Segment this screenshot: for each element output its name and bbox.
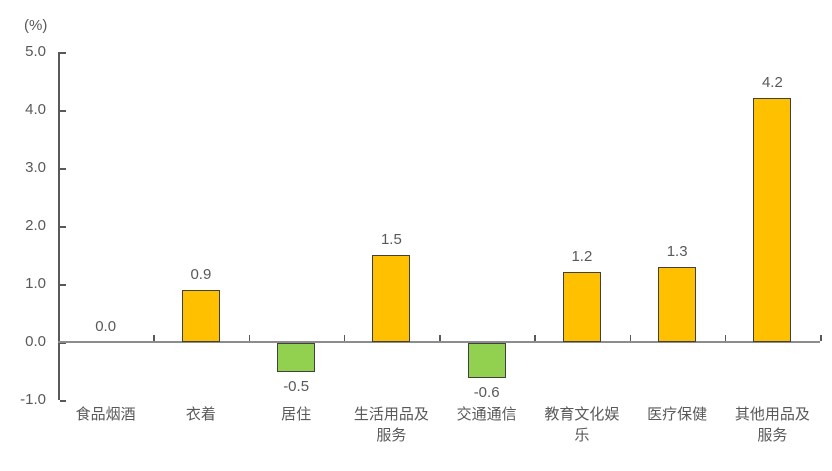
x-axis-tick	[343, 335, 346, 341]
y-axis-tick	[60, 284, 66, 286]
bar-value-label: -0.5	[283, 378, 310, 395]
x-axis-tick	[439, 335, 441, 341]
positive-bar	[753, 98, 792, 342]
y-axis-tick	[60, 52, 66, 54]
category-label: 衣着	[185, 406, 216, 423]
y-tick-label: -1.0	[20, 391, 46, 408]
y-axis-tick	[60, 400, 66, 402]
y-axis-tick	[60, 110, 66, 112]
y-tick-label: 3.0	[25, 159, 46, 176]
bar-value-label: 1.2	[571, 248, 593, 266]
negative-bar	[467, 343, 506, 378]
bar-value-label: 0.9	[190, 265, 212, 283]
category-label: 居住	[281, 406, 312, 423]
y-axis-unit-label: (%)	[24, 17, 48, 34]
category-label: 医疗保健	[647, 406, 708, 423]
y-tick-label: 4.0	[25, 101, 46, 118]
x-axis-tick	[534, 335, 536, 341]
positive-bar	[562, 272, 601, 342]
x-axis-tick	[629, 335, 631, 341]
x-axis-tick	[248, 335, 250, 341]
y-axis-tick	[60, 226, 66, 228]
x-axis-tick	[724, 335, 727, 341]
negative-bar	[277, 343, 316, 372]
bar-value-label: 0.0	[95, 318, 117, 335]
y-tick-label: 1.0	[25, 275, 46, 292]
positive-bar	[372, 255, 411, 342]
bar-value-label: 1.5	[380, 231, 402, 248]
bar-value-label: 1.3	[666, 242, 688, 260]
bar-value-label: -0.6	[473, 383, 500, 401]
category-label: 生活用品及 服务	[353, 406, 429, 444]
y-axis-line	[58, 52, 60, 400]
y-tick-label: 5.0	[25, 43, 46, 60]
y-tick-label: 0.0	[25, 333, 46, 350]
y-tick-label: 2.0	[25, 217, 46, 234]
bar-value-label: 4.2	[761, 74, 783, 92]
positive-bar	[658, 266, 697, 342]
positive-bar	[181, 289, 220, 342]
x-axis-tick	[820, 335, 822, 341]
zero-axis-line	[58, 341, 820, 343]
category-label: 教育文化娱 乐	[544, 406, 620, 444]
category-label: 食品烟酒	[75, 406, 136, 423]
x-axis-tick	[153, 335, 155, 341]
y-axis-tick	[60, 168, 66, 170]
category-label: 交通通信	[456, 406, 517, 423]
category-label: 其他用品及 服务	[734, 406, 810, 444]
